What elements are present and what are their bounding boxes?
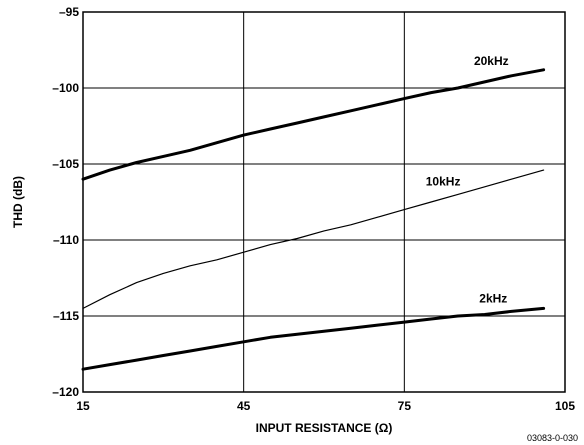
x-tick-label: 45 <box>237 399 251 413</box>
x-tick-label: 75 <box>398 399 412 413</box>
x-tick-label: 15 <box>76 399 90 413</box>
tick-labels: 15 45 75 105 –95 –100 –105 –110 –115 –120 <box>52 5 575 413</box>
series-layer <box>81 68 546 371</box>
y-tick-label: –120 <box>52 385 79 399</box>
series-line-20khz <box>81 68 546 181</box>
series-line-2khz <box>81 306 546 371</box>
series-labels: 20kHz 10kHz 2kHz <box>426 54 509 305</box>
series-label-10khz: 10kHz <box>426 174 461 188</box>
x-tick-label: 105 <box>555 399 575 413</box>
y-tick-label: –110 <box>53 233 79 247</box>
y-tick-label: –95 <box>59 5 79 19</box>
y-axis-title: THD (dB) <box>11 176 25 228</box>
grid <box>83 12 565 392</box>
series-label-2khz: 2kHz <box>479 291 507 305</box>
plot-frame <box>82 11 566 393</box>
x-axis-title: INPUT RESISTANCE (Ω) <box>256 421 393 435</box>
series-line-10khz <box>82 169 545 309</box>
figure-code: 03083-0-030 <box>527 433 578 443</box>
y-tick-label: –115 <box>53 309 79 323</box>
y-tick-label: –105 <box>52 157 79 171</box>
y-tick-label: –100 <box>52 81 79 95</box>
series-label-20khz: 20kHz <box>474 54 509 68</box>
